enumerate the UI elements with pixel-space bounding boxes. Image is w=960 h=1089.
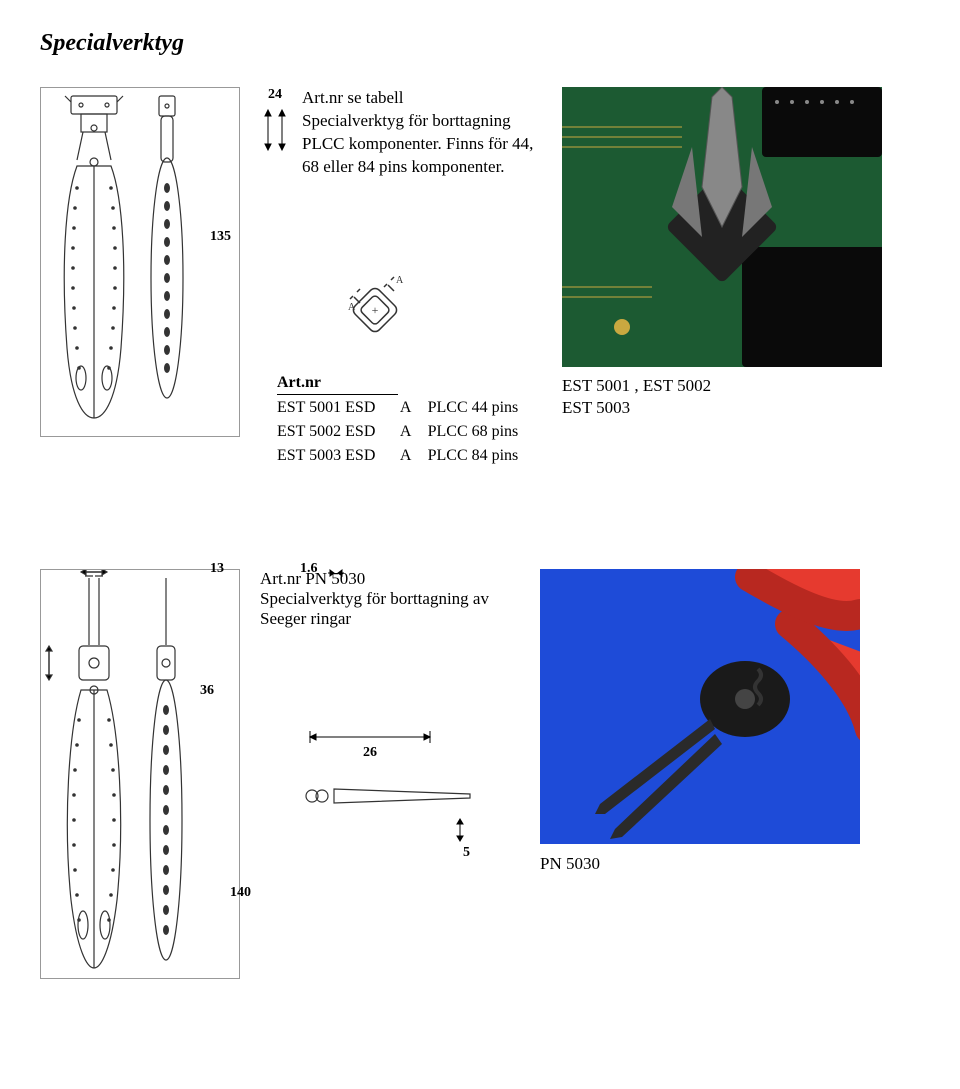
seeger-photo-block: PN 5030 bbox=[540, 569, 860, 874]
table-row: EST 5002 ESD A PLCC 68 pins bbox=[277, 421, 540, 443]
dimension-5: 5 bbox=[300, 815, 480, 861]
plcc-text-block: 24 Art.nr se tabell Specialverktyg för b… bbox=[260, 87, 542, 469]
table-row: EST 5001 ESD A PLCC 44 pins bbox=[277, 397, 540, 419]
plier-drawing-seeger bbox=[40, 569, 240, 979]
plcc-chip-icon: + A A bbox=[340, 275, 410, 345]
dimension-135: 135 bbox=[210, 229, 542, 245]
dimension-140: 140 bbox=[230, 881, 251, 901]
cell: EST 5002 ESD bbox=[277, 421, 398, 443]
page-title: Specialverktyg bbox=[40, 30, 920, 57]
cell: A bbox=[400, 445, 426, 467]
dim-24-arrows bbox=[260, 105, 290, 155]
plcc-photo-caption: EST 5001 , EST 5002 EST 5003 bbox=[562, 375, 882, 419]
svg-text:A: A bbox=[348, 302, 356, 313]
section-seeger: 13 1.6 Art.nr PN 5030 Specialverktyg för… bbox=[40, 569, 920, 979]
cell: PLCC 68 pins bbox=[428, 421, 540, 443]
dim-13-label: 13 bbox=[210, 561, 224, 577]
svg-text:+: + bbox=[372, 303, 379, 317]
dim-135-label: 135 bbox=[210, 229, 231, 245]
plier-drawing-plcc bbox=[40, 87, 240, 437]
dim-26-arrow bbox=[300, 729, 440, 745]
plcc-photo bbox=[562, 87, 882, 367]
cell: EST 5003 ESD bbox=[277, 445, 398, 467]
dim-24-label: 24 bbox=[268, 87, 282, 103]
plier-svg-1 bbox=[41, 88, 241, 438]
dim-26-label: 26 bbox=[363, 745, 377, 761]
tip-side-drawing: 5 bbox=[300, 781, 480, 861]
art-number-table: Art.nr EST 5001 ESD A PLCC 44 pins EST 5… bbox=[275, 370, 542, 469]
table-row: EST 5003 ESD A PLCC 84 pins bbox=[277, 445, 540, 467]
table-header: Art.nr bbox=[277, 372, 398, 395]
art-header-1: Art.nr se tabell bbox=[302, 88, 404, 107]
dimension-36: 36 bbox=[200, 679, 520, 699]
seeger-photo-caption: PN 5030 bbox=[540, 854, 860, 874]
cell: PLCC 84 pins bbox=[428, 445, 540, 467]
plier-svg-2 bbox=[41, 570, 241, 980]
dim-36-label: 36 bbox=[200, 683, 214, 698]
caption-line-1: EST 5001 , EST 5002 bbox=[562, 376, 711, 395]
plcc-description: Art.nr se tabell Specialverktyg för bort… bbox=[302, 87, 542, 179]
dimension-24: 24 bbox=[260, 87, 290, 155]
cell: EST 5001 ESD bbox=[277, 397, 398, 419]
art-header-2: Art.nr PN 5030 bbox=[260, 569, 365, 588]
cell: A bbox=[400, 421, 426, 443]
cell: A bbox=[400, 397, 426, 419]
dimension-26: 26 bbox=[300, 729, 440, 761]
seeger-description: Art.nr PN 5030 Specialverktyg för bortta… bbox=[260, 569, 520, 629]
cell: PLCC 44 pins bbox=[428, 397, 540, 419]
caption-line-2: EST 5003 bbox=[562, 398, 630, 417]
seeger-photo bbox=[540, 569, 860, 844]
dim-5-label: 5 bbox=[463, 845, 470, 861]
plcc-photo-block: EST 5001 , EST 5002 EST 5003 bbox=[562, 87, 882, 419]
seeger-text-block: 13 1.6 Art.nr PN 5030 Specialverktyg för… bbox=[260, 569, 520, 901]
seeger-desc-text: Specialverktyg för borttagning av Seeger… bbox=[260, 589, 489, 628]
dim-140-label: 140 bbox=[230, 885, 251, 900]
svg-text:A: A bbox=[396, 275, 404, 286]
section-plcc: 24 Art.nr se tabell Specialverktyg för b… bbox=[40, 87, 920, 469]
